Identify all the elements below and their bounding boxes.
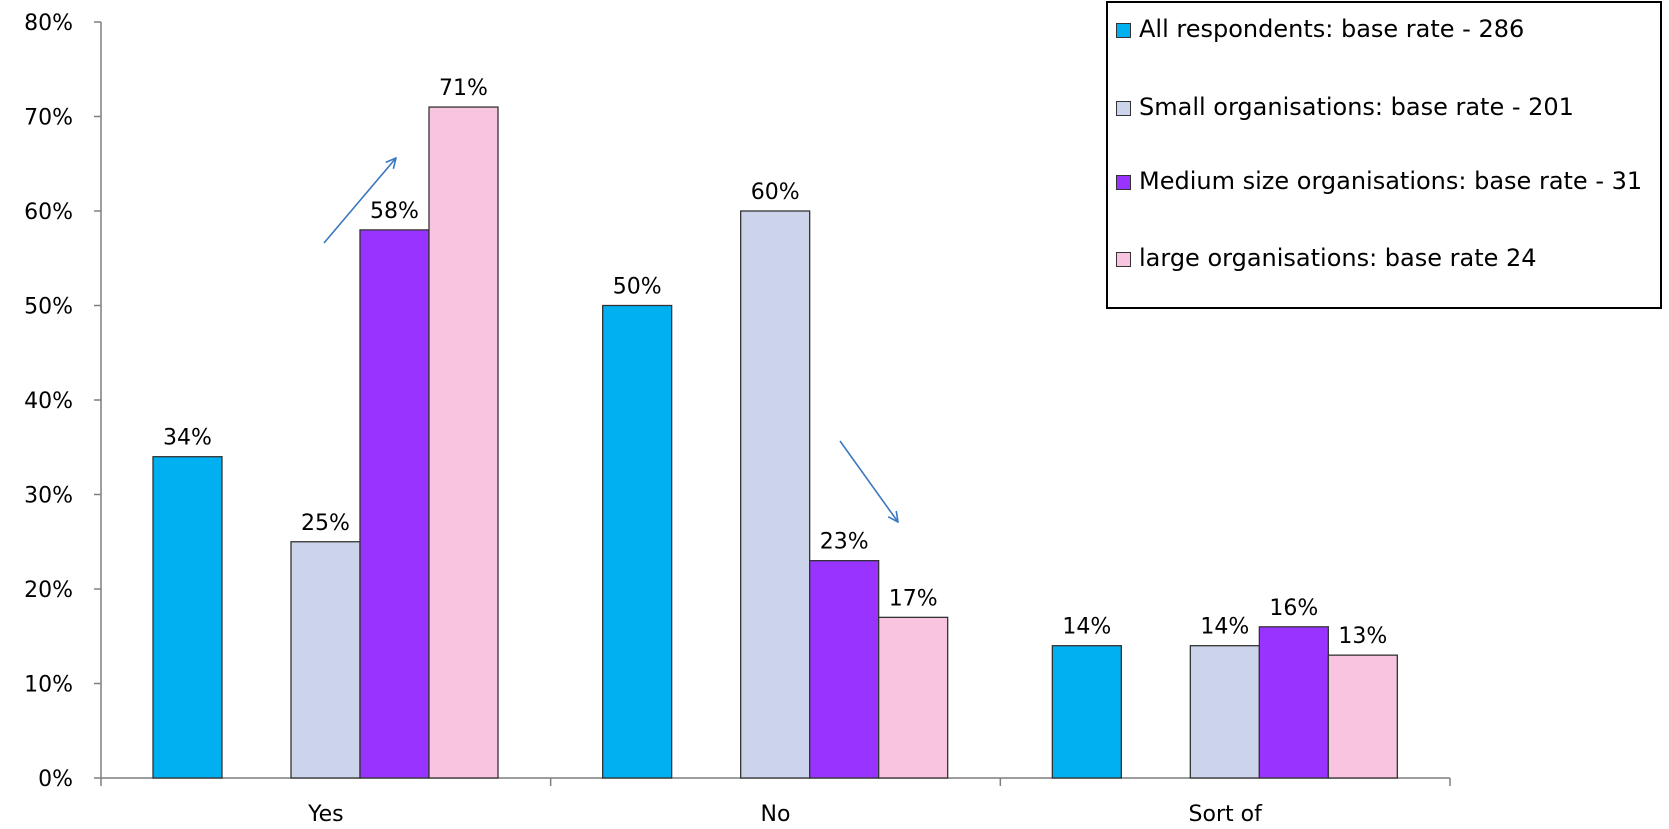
legend-label: Small organisations: base rate - 201 bbox=[1139, 93, 1574, 121]
bar bbox=[359, 229, 430, 779]
legend-label: large organisations: base rate 24 bbox=[1139, 244, 1537, 272]
bar bbox=[878, 616, 949, 779]
y-tick-label: 30% bbox=[24, 484, 73, 509]
data-label: 71% bbox=[439, 76, 488, 101]
y-tick-label: 50% bbox=[24, 295, 73, 320]
y-tick-label: 10% bbox=[24, 673, 73, 698]
data-label: 17% bbox=[889, 586, 938, 611]
bar bbox=[1189, 645, 1260, 779]
legend-swatch bbox=[1116, 175, 1131, 190]
data-label: 34% bbox=[163, 426, 212, 451]
bar bbox=[290, 541, 361, 779]
bar bbox=[809, 560, 880, 779]
bars bbox=[152, 106, 1398, 779]
x-tick-label: Sort of bbox=[1189, 802, 1264, 827]
data-label: 14% bbox=[1062, 615, 1111, 640]
legend-item-large-organisations: large organisations: base rate 24 bbox=[1116, 241, 1659, 275]
legend: All respondents: base rate - 286 Small o… bbox=[1106, 1, 1662, 309]
y-tick-label: 20% bbox=[24, 578, 73, 603]
bar bbox=[740, 210, 811, 779]
legend-swatch bbox=[1116, 101, 1131, 116]
legend-swatch bbox=[1116, 23, 1131, 38]
data-label: 13% bbox=[1338, 624, 1387, 649]
trend-arrows bbox=[323, 158, 898, 522]
data-label: 23% bbox=[820, 530, 869, 555]
y-tick-label: 0% bbox=[38, 767, 73, 792]
bar bbox=[1051, 645, 1122, 779]
legend-item-small-organisations: Small organisations: base rate - 201 bbox=[1116, 90, 1659, 124]
legend-swatch bbox=[1116, 252, 1131, 267]
x-tick-label: Yes bbox=[307, 802, 344, 827]
axes: 0% 10% 20% 30% 40% 50% 60% 70% 80% Yes No Sort of bbox=[24, 11, 1451, 827]
bar bbox=[428, 106, 499, 779]
data-label: 16% bbox=[1269, 596, 1318, 621]
y-tick-label: 60% bbox=[24, 200, 73, 225]
legend-label: Medium size organisations: base rate - 3… bbox=[1139, 167, 1643, 195]
y-tick-label: 80% bbox=[24, 11, 73, 36]
legend-item-medium-organisations: Medium size organisations: base rate - 3… bbox=[1116, 164, 1659, 198]
bar bbox=[1258, 626, 1329, 779]
data-label: 60% bbox=[751, 180, 800, 205]
legend-label: All respondents: base rate - 286 bbox=[1139, 15, 1525, 43]
down-trend-arrow bbox=[839, 440, 898, 522]
data-label: 25% bbox=[301, 511, 350, 536]
y-tick-label: 40% bbox=[24, 389, 73, 414]
bar bbox=[602, 304, 673, 779]
data-label: 50% bbox=[613, 275, 662, 300]
data-label: 14% bbox=[1200, 615, 1249, 640]
data-label: 58% bbox=[370, 199, 419, 224]
bar bbox=[1327, 654, 1398, 779]
x-tick-label: No bbox=[761, 802, 791, 827]
y-tick-label: 70% bbox=[24, 106, 73, 131]
data-labels: 34% 50% 14% 25% 60% 14% 58% 23% 16% 71% 17% 13% bbox=[163, 76, 1387, 649]
legend-item-all-respondents: All respondents: base rate - 286 bbox=[1116, 12, 1659, 46]
up-trend-arrow bbox=[323, 158, 396, 244]
bar bbox=[152, 456, 223, 779]
